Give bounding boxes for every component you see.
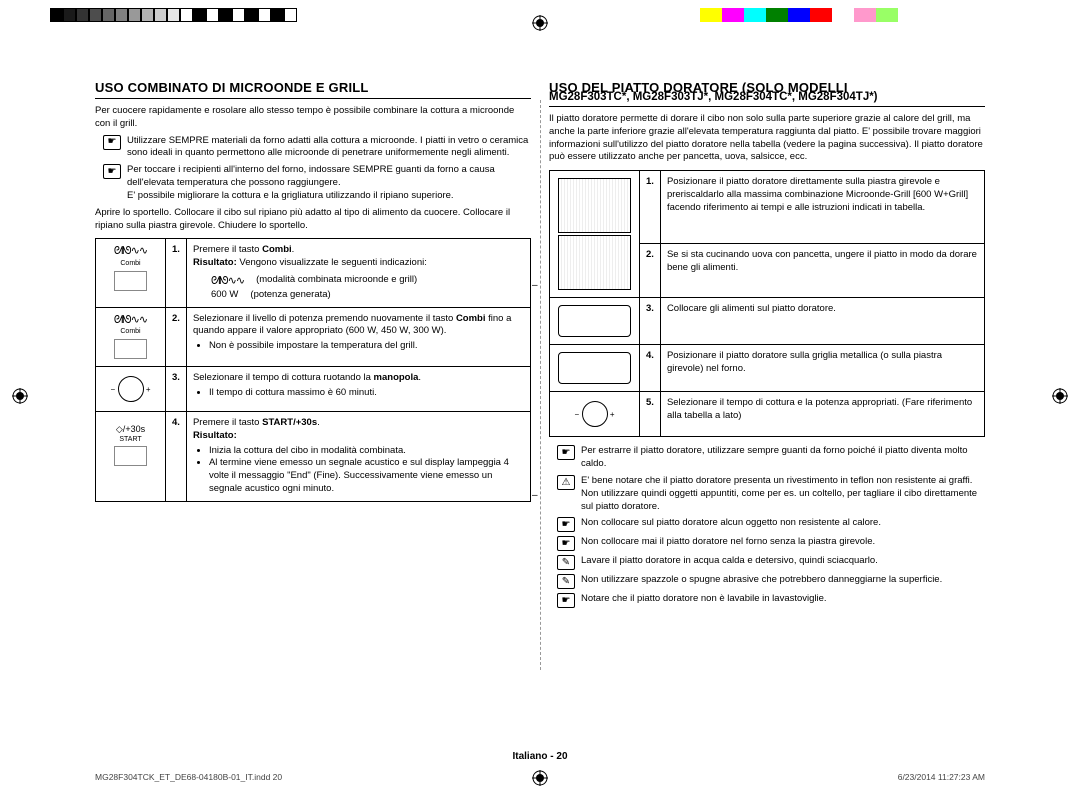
step-body: Selezionare il tempo di cottura e la pot… (660, 392, 984, 437)
note-gloves: ☛ Per toccare i recipienti all'interno d… (103, 164, 531, 202)
step-icon-cell: −+ (96, 366, 166, 411)
hand-icon: ☛ (557, 445, 575, 460)
tick-mark: – (532, 280, 538, 291)
step-icon-cell (550, 171, 640, 298)
warning-row: ⚠ E' bene notare che il piatto doratore p… (557, 475, 985, 513)
footer-right: 6/23/2014 11:27:23 AM (898, 772, 985, 782)
step-num: 2. (166, 307, 187, 366)
step-num: 3. (640, 298, 661, 345)
wash-icon: ✎ (557, 555, 575, 570)
combi-symbol: ᘛᘚ∿∿ (211, 274, 244, 289)
warning-text: Lavare il piatto doratore in acqua calda… (581, 555, 878, 570)
step-body: Premere il tasto START/+30s.Risultato: I… (186, 411, 530, 501)
footer-center: Italiano - 20 (0, 751, 1080, 762)
left-heading: USO COMBINATO DI MICROONDE E GRILL (95, 80, 531, 99)
combi-icon: ᘛᘚ∿∿ (102, 313, 159, 328)
warning-text: Non utilizzare spazzole o spugne abrasiv… (581, 574, 942, 589)
step-body: Premere il tasto Combi.Risultato: Vengon… (186, 239, 530, 307)
bullet: Il tempo di cottura massimo è 60 minuti. (209, 387, 524, 400)
bullet: Non è possibile impostare la temperatura… (209, 340, 524, 353)
warning-text: Non collocare mai il piatto doratore nel… (581, 536, 875, 551)
left-steps-table: ᘛᘚ∿∿ Combi 1. Premere il tasto Combi.Ris… (95, 238, 531, 501)
right-column: USO DEL PIATTO DORATORE (SOLO MODELLI MG… (549, 80, 985, 612)
microwave-icon (558, 178, 631, 233)
step-icon-cell (550, 298, 640, 345)
display-icon (114, 339, 147, 359)
hand-icon: ☛ (557, 517, 575, 532)
warning-text: Per estrarre il piatto doratore, utilizz… (581, 445, 985, 471)
step-icon-cell: −+ (550, 392, 640, 437)
step-num: 4. (640, 345, 661, 392)
hand-icon: ☛ (103, 135, 121, 150)
bullet: Al termine viene emesso un segnale acust… (209, 457, 524, 495)
step-num: 2. (640, 244, 661, 298)
step-body: Selezionare il livello di potenza premen… (186, 307, 530, 366)
step-icon-cell: ◇/+30s START (96, 411, 166, 501)
step-num: 1. (166, 239, 187, 307)
grayscale-bar (50, 8, 297, 22)
combi-label: Combi (102, 327, 159, 336)
warn-icon: ⚠ (557, 475, 575, 490)
display-icon (114, 271, 147, 291)
warning-row: ☛ Per estrarre il piatto doratore, utiliz… (557, 445, 985, 471)
note-materials: ☛ Utilizzare SEMPRE materiali da forno a… (103, 135, 531, 161)
step-body: Collocare gli alimenti sul piatto dorato… (660, 298, 984, 345)
step-num: 5. (640, 392, 661, 437)
registration-mark-top (532, 15, 548, 31)
plate-icon (558, 352, 631, 384)
microwave-icon (558, 235, 631, 290)
left-column: USO COMBINATO DI MICROONDE E GRILL Per c… (95, 80, 531, 612)
warning-row: ☛ Non collocare mai il piatto doratore ne… (557, 536, 985, 551)
start-label: START (102, 435, 159, 444)
step-num: 4. (166, 411, 187, 501)
combi-label: Combi (102, 259, 159, 268)
left-intro: Per cuocere rapidamente e rosolare allo … (95, 105, 531, 131)
step-num: 1. (640, 171, 661, 244)
step-body: Selezionare il tempo di cottura ruotando… (186, 366, 530, 411)
color-bar (700, 8, 920, 22)
knob-icon: −+ (582, 401, 608, 427)
footer-left: MG28F304TCK_ET_DE68-04180B-01_IT.indd 20 (95, 772, 282, 782)
hand-icon: ☛ (557, 593, 575, 608)
wash-icon: ✎ (557, 574, 575, 589)
registration-mark-right (1052, 388, 1068, 404)
warning-text: Non collocare sul piatto doratore alcun … (581, 517, 881, 532)
registration-mark-left (12, 388, 28, 404)
display-icon (114, 446, 147, 466)
extra-label: 600 W (211, 289, 238, 302)
step-body: Se si sta cucinando uova con pancetta, u… (660, 244, 984, 298)
warning-row: ☛ Notare che il piatto doratore non è lav… (557, 593, 985, 608)
warnings-list: ☛ Per estrarre il piatto doratore, utiliz… (549, 445, 985, 608)
right-intro: Il piatto doratore permette di dorare il… (549, 113, 985, 164)
right-heading-models: MG28F303TC*, MG28F303TJ*, MG28F304TC*, M… (549, 91, 985, 107)
combi-icon: ᘛᘚ∿∿ (102, 244, 159, 259)
hand-icon: ☛ (103, 164, 121, 179)
hand-icon: ☛ (557, 536, 575, 551)
knob-icon: −+ (118, 376, 144, 402)
step-body: Posizionare il piatto doratore sulla gri… (660, 345, 984, 392)
warning-row: ✎ Lavare il piatto doratore in acqua cald… (557, 555, 985, 570)
warning-row: ☛ Non collocare sul piatto doratore alcun… (557, 517, 985, 532)
bullet: Inizia la cottura del cibo in modalità c… (209, 445, 524, 458)
warning-text: E' bene notare che il piatto doratore pr… (581, 475, 985, 513)
warning-text: Notare che il piatto doratore non è lava… (581, 593, 827, 608)
extra-text: (potenza generata) (250, 289, 330, 302)
start-icon: ◇/+30s (102, 423, 159, 435)
tick-mark: – (532, 490, 538, 501)
step-icon-cell: ᘛᘚ∿∿ Combi (96, 307, 166, 366)
left-intro2: Aprire lo sportello. Collocare il cibo s… (95, 207, 531, 233)
right-steps-table: 1. Posizionare il piatto doratore dirett… (549, 170, 985, 437)
note-text: Per toccare i recipienti all'interno del… (127, 164, 531, 202)
registration-mark-bottom (532, 770, 548, 786)
step-body: Posizionare il piatto doratore direttame… (660, 171, 984, 244)
center-cut-line (540, 100, 541, 670)
warning-row: ✎ Non utilizzare spazzole o spugne abrasi… (557, 574, 985, 589)
step-icon-cell: ᘛᘚ∿∿ Combi (96, 239, 166, 307)
plate-icon (558, 305, 631, 337)
step-num: 3. (166, 366, 187, 411)
extra-text: (modalità combinata microonde e grill) (256, 274, 417, 289)
note-text: Utilizzare SEMPRE materiali da forno ada… (127, 135, 531, 161)
step-icon-cell (550, 345, 640, 392)
